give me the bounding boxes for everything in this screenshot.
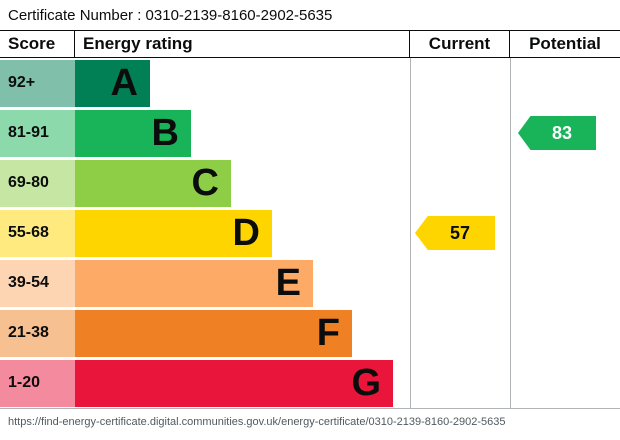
rating-bar-d: D: [75, 209, 272, 257]
current-arrow: 57: [415, 216, 495, 250]
band-letter-c: C: [191, 162, 219, 204]
footer-url: https://find-energy-certificate.digital.…: [0, 408, 620, 428]
header-energy-rating: Energy rating: [75, 31, 410, 57]
potential-value: 83: [551, 122, 573, 143]
rating-bar-f: F: [75, 309, 352, 357]
band-row-g: 1-20 G: [0, 358, 620, 408]
band-letter-d: D: [232, 212, 260, 254]
potential-column-divider: [510, 58, 511, 408]
current-value: 57: [449, 222, 471, 243]
rating-bar-g: G: [75, 359, 393, 407]
band-row-d: 55-68 D: [0, 208, 620, 258]
score-range-d: 55-68: [0, 209, 75, 257]
band-letter-g: G: [351, 362, 381, 404]
band-letter-a: A: [110, 62, 138, 104]
band-letter-f: F: [316, 312, 340, 354]
score-range-c: 69-80: [0, 159, 75, 207]
rating-bar-a: A: [75, 59, 150, 107]
band-row-f: 21-38 F: [0, 308, 620, 358]
score-range-e: 39-54: [0, 259, 75, 307]
rating-bar-c: C: [75, 159, 231, 207]
header-score: Score: [0, 31, 75, 57]
band-letter-b: B: [151, 112, 179, 154]
score-range-b: 81-91: [0, 109, 75, 157]
band-row-b: 81-91 B: [0, 108, 620, 158]
rating-bar-b: B: [75, 109, 191, 157]
header-potential: Potential: [529, 34, 601, 53]
rating-bar-e: E: [75, 259, 313, 307]
certificate-number: Certificate Number : 0310-2139-8160-2902…: [8, 6, 333, 24]
score-range-f: 21-38: [0, 309, 75, 357]
epc-chart: 57 83 92+ A 81-91 B 69-80 C 55-68 D 39-54 E 21-38 F…: [0, 58, 620, 408]
band-letter-e: E: [275, 262, 301, 304]
band-row-a: 92+ A: [0, 58, 620, 108]
potential-arrow: 83: [518, 116, 596, 150]
band-row-c: 69-80 C: [0, 158, 620, 208]
score-range-g: 1-20: [0, 359, 75, 407]
header-current: Current: [410, 31, 510, 57]
chart-header: Score Energy rating Current Potential: [0, 30, 620, 58]
current-column-divider: [410, 58, 411, 408]
band-row-e: 39-54 E: [0, 258, 620, 308]
score-range-a: 92+: [0, 59, 75, 107]
